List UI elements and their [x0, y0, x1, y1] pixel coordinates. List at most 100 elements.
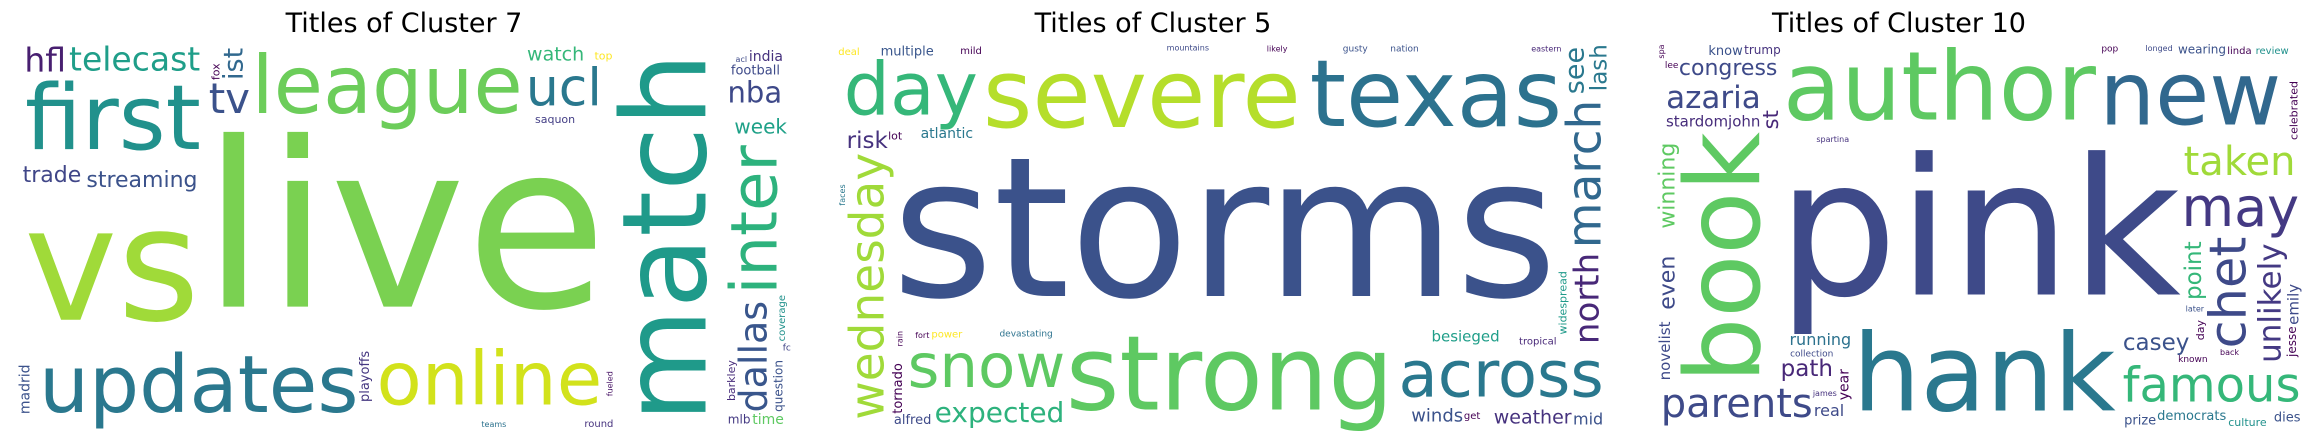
word-celebrated: celebrated	[2287, 81, 2300, 140]
word-time: time	[752, 412, 784, 428]
word-stardomjohn: stardomjohn	[1666, 113, 1760, 131]
word-running: running	[1789, 330, 1851, 349]
word-rain: rain	[896, 331, 905, 346]
word-mild: mild	[960, 46, 982, 57]
word-texas: texas	[1310, 40, 1563, 148]
word-inter: inter	[719, 145, 793, 295]
word-week: week	[734, 115, 787, 139]
word-known: known	[2178, 355, 2208, 365]
word-ucl: ucl	[526, 58, 602, 118]
word-hfl: hfl	[24, 40, 66, 79]
word-telecast: telecast	[69, 40, 200, 79]
word-strong: strong	[1066, 315, 1394, 435]
word-playoffs: playoffs	[358, 351, 373, 402]
word-casey: casey	[2123, 330, 2189, 356]
word-day: day	[844, 48, 978, 133]
word-mid: mid	[1573, 409, 1603, 428]
word-chet: chet	[2200, 237, 2259, 349]
word-later: later	[2186, 304, 2205, 313]
word-democrats: democrats	[2157, 409, 2226, 424]
word-lash: lash	[1587, 44, 1613, 91]
word-winds: winds	[1411, 405, 1463, 426]
word-acl: acl	[736, 55, 748, 64]
word-north: north	[1568, 253, 1608, 344]
word-st: st	[1759, 110, 1783, 129]
word-fueled: fueled	[605, 371, 614, 396]
word-parents: parents	[1661, 381, 1813, 427]
word-wednesday: wednesday	[841, 153, 896, 420]
word-atlantic: atlantic	[921, 126, 974, 142]
word-weather: weather	[1494, 406, 1572, 428]
word-across: across	[1399, 338, 1604, 412]
word-trump: trump	[1744, 43, 1781, 57]
word-tv: tv	[209, 74, 250, 123]
word-madrid: madrid	[17, 364, 33, 414]
word-mlb: mlb	[728, 412, 751, 426]
word-teams: teams	[481, 420, 506, 429]
word-linda: linda	[2227, 46, 2251, 57]
word-taken: taken	[2184, 139, 2296, 185]
word-wearing: wearing	[2178, 43, 2226, 57]
word-year: year	[1836, 369, 1852, 400]
word-know: know	[1708, 44, 1743, 59]
word-tornado: tornado	[891, 363, 906, 414]
word-march: march	[1557, 100, 1612, 249]
word-vs: vs	[24, 174, 200, 358]
word-longed: longed	[2145, 44, 2172, 53]
word-nation: nation	[1390, 44, 1418, 54]
word-gusty: gusty	[1343, 44, 1369, 54]
word-lot: lot	[888, 129, 903, 142]
word-watch: watch	[527, 43, 584, 65]
word-likely: likely	[1267, 44, 1288, 53]
word-james: james	[1812, 389, 1837, 398]
word-besieged: besieged	[1431, 327, 1499, 345]
word-league: league	[252, 39, 523, 132]
word-question: question	[772, 360, 786, 412]
word-alfred: alfred	[894, 413, 931, 428]
word-india: india	[749, 49, 783, 65]
word-fc: fc	[783, 344, 791, 354]
word-spa: spa	[1657, 44, 1666, 58]
word-snow: snow	[908, 331, 1066, 402]
word-day: day	[2194, 320, 2207, 341]
word-book: book	[1664, 132, 1784, 383]
word-unlikely: unlikely	[2252, 243, 2288, 362]
word-mountains: mountains	[1167, 44, 1209, 53]
word-point: point	[2181, 241, 2207, 300]
word-fort: fort	[915, 331, 929, 340]
word-top: top	[594, 50, 612, 63]
word-back: back	[2220, 348, 2239, 357]
word-nba: nba	[728, 76, 783, 110]
word-famous: famous	[2123, 357, 2301, 413]
word-prize: prize	[2124, 413, 2156, 428]
word-culture: culture	[2228, 416, 2267, 429]
word-match: match	[597, 52, 734, 422]
word-updates: updates	[39, 339, 359, 431]
word-dallas: dallas	[732, 301, 776, 413]
panel-title-cluster-10: Titles of Cluster 10	[1771, 8, 2026, 39]
word-eastern: eastern	[1531, 45, 1561, 54]
word-hank: hank	[1853, 313, 2116, 435]
word-expected: expected	[935, 396, 1065, 429]
word-pop: pop	[2101, 44, 2118, 54]
word-risk: risk	[847, 128, 889, 154]
panel-title-cluster-7: Titles of Cluster 7	[285, 8, 523, 39]
word-collection: collection	[1790, 350, 1833, 360]
word-azaria: azaria	[1666, 80, 1761, 116]
panel-title-cluster-5: Titles of Cluster 5	[1034, 8, 1272, 39]
word-dies: dies	[2274, 410, 2301, 425]
word-get: get	[1464, 411, 1481, 422]
word-streaming: streaming	[86, 168, 197, 193]
word-pink: pink	[1777, 118, 2181, 339]
word-congress: congress	[1679, 56, 1777, 81]
word-live: live	[202, 95, 607, 362]
word-lee: lee	[1665, 61, 1679, 71]
word-faces: faces	[838, 184, 847, 205]
word-review: review	[2256, 46, 2289, 57]
word-devastating: devastating	[999, 329, 1052, 339]
word-first: first	[25, 66, 201, 171]
